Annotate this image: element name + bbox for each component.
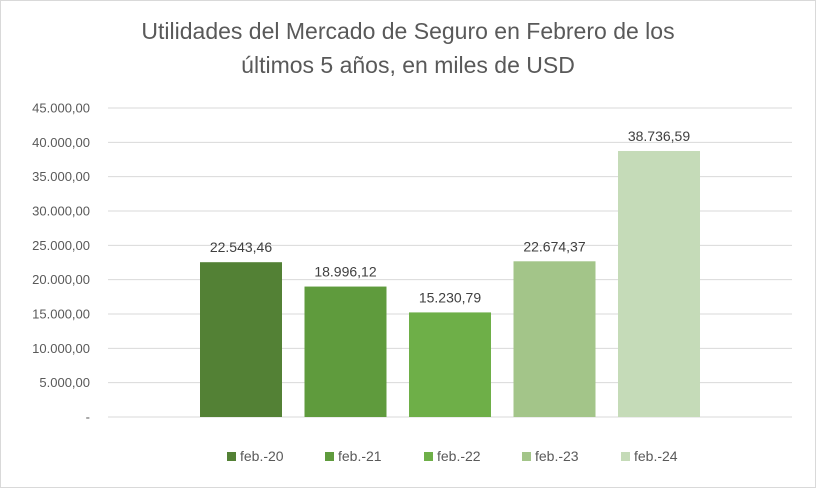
legend-swatch <box>621 452 630 461</box>
y-tick-label: 35.000,00 <box>32 169 90 184</box>
data-labels: 22.543,46 18.996,12 15.230,79 22.674,37 38.7… <box>210 128 690 305</box>
legend-swatch <box>325 452 334 461</box>
y-tick-label: - <box>86 410 90 425</box>
chart-title-line-1: Utilidades del Mercado de Seguro en Febr… <box>141 18 675 44</box>
y-axis-tick-labels: - 5.000,00 10.000,00 15.000,00 20.000,00 25.0… <box>32 101 90 425</box>
legend-label: feb.-24 <box>634 448 678 464</box>
legend-item: feb.-21 <box>325 448 382 464</box>
legend-item: feb.-20 <box>227 448 284 464</box>
bar <box>513 261 596 417</box>
legend-item: feb.-22 <box>424 448 481 464</box>
chart-title-line-2: últimos 5 años, en miles de USD <box>241 52 575 78</box>
y-tick-label: 15.000,00 <box>32 307 90 322</box>
y-tick-label: 45.000,00 <box>32 101 90 116</box>
legend: feb.-20 feb.-21 feb.-22 feb.-23 feb.-24 <box>227 448 678 464</box>
data-label: 15.230,79 <box>419 289 481 305</box>
y-tick-label: 40.000,00 <box>32 135 90 150</box>
bar <box>409 312 491 417</box>
legend-label: feb.-22 <box>437 448 481 464</box>
chart-title: Utilidades del Mercado de Seguro en Febr… <box>0 14 816 82</box>
legend-item: feb.-24 <box>621 448 678 464</box>
y-tick-label: 25.000,00 <box>32 238 90 253</box>
legend-label: feb.-20 <box>240 448 284 464</box>
y-tick-label: 30.000,00 <box>32 204 90 219</box>
legend-swatch <box>522 452 531 461</box>
bars <box>200 151 700 418</box>
y-tick-label: 20.000,00 <box>32 272 90 287</box>
legend-swatch <box>227 452 236 461</box>
bar <box>304 286 387 417</box>
y-tick-label: 10.000,00 <box>32 341 90 356</box>
legend-item: feb.-23 <box>522 448 579 464</box>
data-label: 22.674,37 <box>523 238 585 254</box>
data-label: 18.996,12 <box>314 264 376 280</box>
y-tick-label: 5.000,00 <box>39 375 90 390</box>
legend-label: feb.-21 <box>338 448 382 464</box>
bar <box>200 262 282 417</box>
legend-swatch <box>424 452 433 461</box>
data-label: 22.543,46 <box>210 239 272 255</box>
legend-label: feb.-23 <box>535 448 579 464</box>
data-label: 38.736,59 <box>628 128 690 144</box>
bar <box>618 151 700 418</box>
